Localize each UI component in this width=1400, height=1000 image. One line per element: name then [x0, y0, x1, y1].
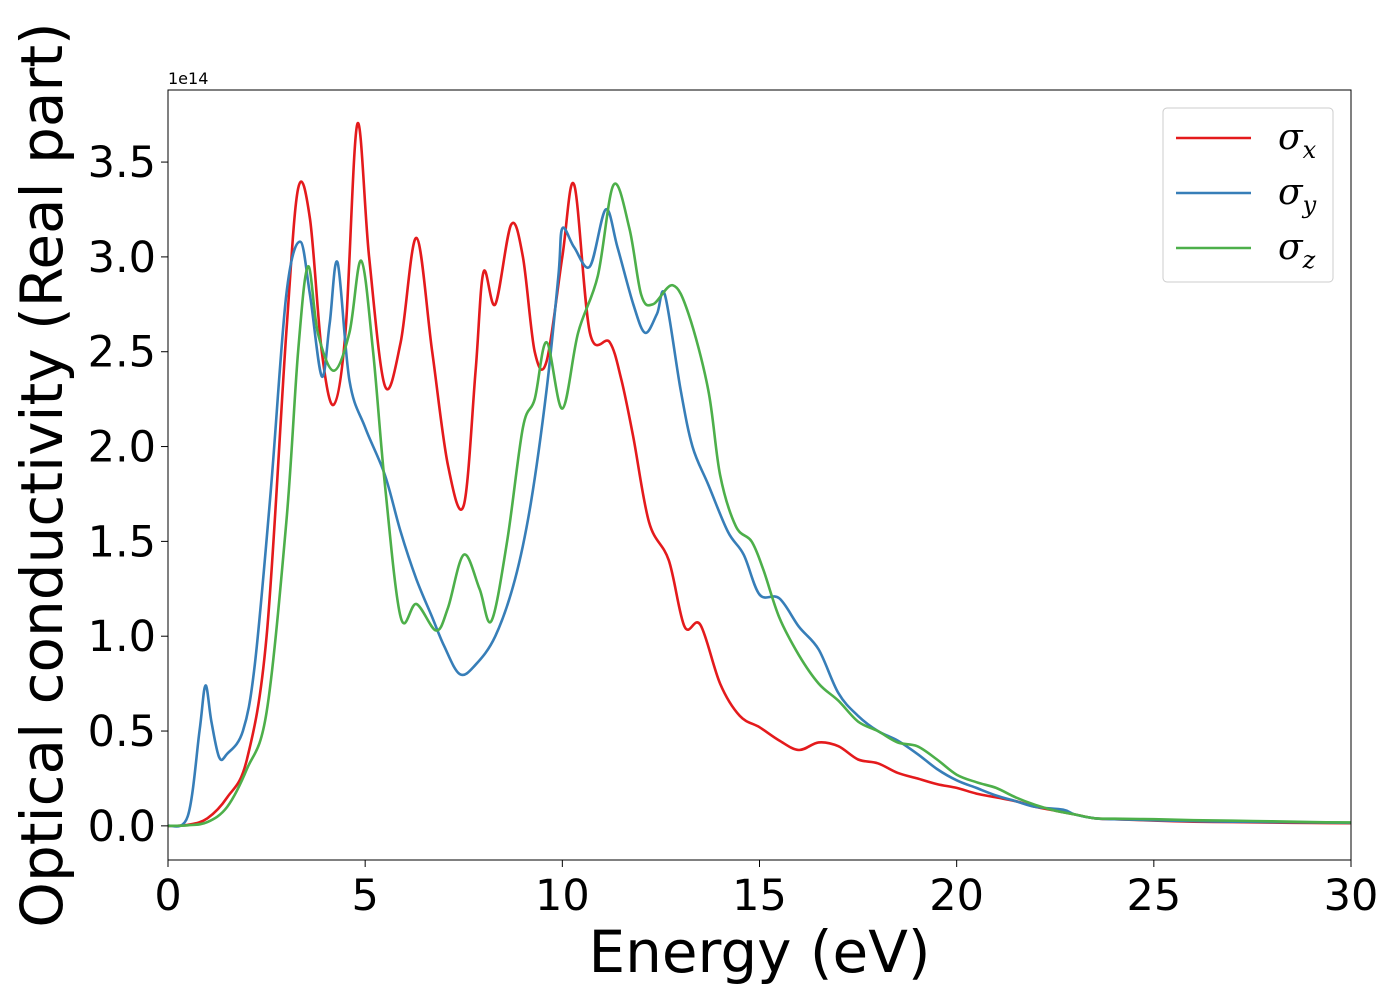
series-layer — [168, 121, 1351, 828]
y-tick-label: 2.0 — [88, 423, 156, 473]
x-axis-label: Energy (eV) — [588, 918, 930, 986]
series-line-sigma-z — [168, 182, 1351, 828]
x-tick-label: 15 — [732, 871, 787, 921]
y-tick-label: 1.5 — [88, 517, 156, 567]
y-tick-label: 3.0 — [88, 233, 156, 283]
series-line-sigma-x — [168, 121, 1351, 828]
series-line-sigma-y — [168, 208, 1351, 828]
legend-box — [1162, 107, 1334, 283]
y-tick-label: 0.0 — [88, 802, 156, 852]
y-axis: 0.0 0.5 1.0 1.5 2.0 2.5 3.0 3.5 — [88, 138, 168, 852]
x-axis: 0 5 10 15 20 25 30 — [154, 860, 1378, 921]
x-tick-label: 10 — [535, 871, 590, 921]
y-tick-label: 3.5 — [88, 138, 156, 188]
x-tick-label: 25 — [1126, 871, 1181, 921]
y-offset-text: 1e14 — [168, 69, 208, 88]
y-tick-label: 1.0 — [88, 612, 156, 662]
y-tick-label: 2.5 — [88, 328, 156, 378]
y-tick-label: 0.5 — [88, 707, 156, 757]
x-tick-label: 30 — [1324, 871, 1379, 921]
x-tick-label: 20 — [929, 871, 984, 921]
y-axis-label: Optical conductivity (Real part) — [8, 22, 76, 927]
x-tick-label: 0 — [154, 871, 181, 921]
x-tick-label: 5 — [351, 871, 378, 921]
